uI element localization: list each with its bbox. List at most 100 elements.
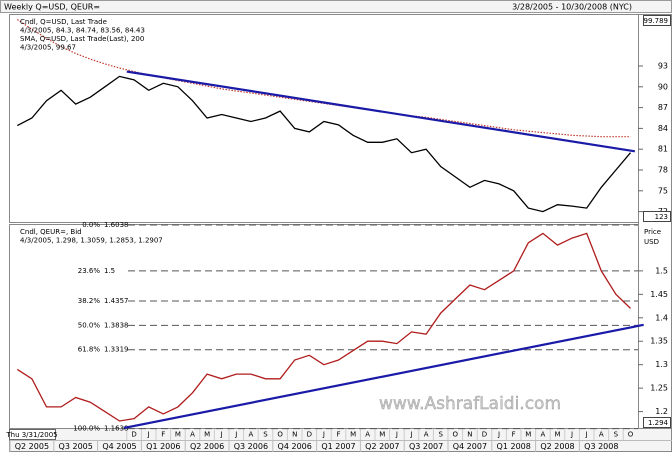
fib-pct: 61.8% xyxy=(78,346,101,354)
y-tick-label: 1.2 xyxy=(655,407,668,416)
chart-title: Weekly Q=USD, QEUR= xyxy=(4,3,100,12)
month-label: M xyxy=(175,431,181,439)
quarter-label: Q4 2007 xyxy=(453,442,487,451)
quarter-label: Q3 2007 xyxy=(409,442,443,451)
month-label: J xyxy=(322,431,325,439)
quarter-label: Q3 2006 xyxy=(234,442,268,451)
fib-value: 1.5 xyxy=(104,267,115,275)
legend-line: Cndl, QEUR=, Bid xyxy=(20,228,82,236)
month-label: J xyxy=(497,431,500,439)
value-box-label: 99.789 xyxy=(644,17,669,25)
trendline xyxy=(123,323,644,430)
axis-header: USD xyxy=(644,238,659,246)
month-label: S xyxy=(614,431,619,439)
date-box-label: Thu 3/31/2005 xyxy=(5,431,57,439)
y-tick-label: 1.25 xyxy=(650,384,668,393)
month-label: A xyxy=(249,431,254,439)
fib-pct: 50.0% xyxy=(78,321,101,329)
legend-line: Cndl, Q=USD, Last Trade xyxy=(20,18,107,26)
y-tick-label: 1.45 xyxy=(650,290,668,299)
month-label: O xyxy=(453,431,459,439)
fib-value: 1.3319 xyxy=(104,346,129,354)
month-label: J xyxy=(395,431,398,439)
fib-pct: 38.2% xyxy=(78,297,101,305)
month-label: D xyxy=(307,431,312,439)
month-label: A xyxy=(541,431,546,439)
fib-value: 1.3838 xyxy=(104,321,129,329)
quarter-label: Q1 2008 xyxy=(497,442,531,451)
month-label: N xyxy=(292,431,297,439)
month-label: M xyxy=(350,431,356,439)
month-label: F xyxy=(512,431,516,439)
price-line xyxy=(16,232,631,422)
month-label: J xyxy=(147,431,150,439)
date-box xyxy=(9,429,56,440)
month-label: M xyxy=(204,431,210,439)
quarter-label: Q1 2006 xyxy=(146,442,180,451)
quarter-label: Q3 2005 xyxy=(59,442,93,451)
month-label: D xyxy=(131,431,136,439)
quarter-label: Q1 2007 xyxy=(321,442,355,451)
y-tick-label: 75 xyxy=(658,186,668,195)
quarter-label: Q4 2005 xyxy=(102,442,136,451)
y-tick-label: 1.4 xyxy=(655,313,668,322)
month-label: J xyxy=(585,431,588,439)
quarter-label: Q2 2007 xyxy=(365,442,399,451)
month-label: A xyxy=(190,431,195,439)
fib-value: 1.6038 xyxy=(104,221,129,229)
date-range: 3/28/2005 - 10/30/2008 (NYC) xyxy=(512,3,632,12)
y-tick-label: 90 xyxy=(658,82,668,91)
month-label: D xyxy=(482,431,487,439)
quarter-label: Q4 2006 xyxy=(278,442,312,451)
quarter-label: Q2 2008 xyxy=(540,442,574,451)
fib-value: 1.1638 xyxy=(104,425,129,433)
legend-line: SMA, Q=USD, Last Trade(Last), 200 xyxy=(20,35,144,43)
month-label: S xyxy=(263,431,268,439)
month-label: S xyxy=(438,431,443,439)
value-box-label: 1.294 xyxy=(648,419,669,427)
fib-pct: 0.0% xyxy=(82,221,100,229)
y-tick-label: 1.3 xyxy=(655,360,668,369)
month-label: N xyxy=(467,431,472,439)
value-box xyxy=(643,211,671,222)
quarter-label: Q3 2008 xyxy=(584,442,618,451)
y-tick-label: 81 xyxy=(658,145,668,154)
month-label: O xyxy=(628,431,634,439)
month-label: F xyxy=(161,431,165,439)
fib-pct: 23.6% xyxy=(78,267,101,275)
quarter-label: Q2 2005 xyxy=(15,442,49,451)
month-label: M xyxy=(525,431,531,439)
fib-pct: 100.0% xyxy=(73,425,100,433)
value-box xyxy=(643,417,671,428)
y-tick-label: 93 xyxy=(658,62,668,71)
month-label: J xyxy=(220,431,223,439)
y-tick-label: 1.5 xyxy=(655,266,668,275)
month-label: M xyxy=(554,431,560,439)
month-label: J xyxy=(570,431,573,439)
watermark: www.AshrafLaidi.com xyxy=(379,394,561,414)
y-tick-label: 87 xyxy=(658,103,668,112)
month-label: F xyxy=(336,431,340,439)
legend-line: 4/3/2005, 1.298, 1.3059, 1.2853, 1.2907 xyxy=(20,237,163,245)
y-tick-label: 78 xyxy=(658,166,668,175)
axis-header: Price xyxy=(644,228,661,236)
fib-value: 1.4357 xyxy=(104,297,129,305)
legend-line: 4/3/2005, 84.3, 84.74, 83.56, 84.43 xyxy=(20,27,145,35)
value-box xyxy=(643,15,671,26)
month-label: A xyxy=(599,431,604,439)
month-label: J xyxy=(409,431,412,439)
month-label: A xyxy=(365,431,370,439)
trendline xyxy=(126,70,636,153)
y-tick-label: 84 xyxy=(658,124,668,133)
month-label: J xyxy=(234,431,237,439)
month-label: A xyxy=(424,431,429,439)
value-box-label: 123 xyxy=(655,213,668,221)
legend-line: 4/3/2005, 99.67 xyxy=(20,44,76,52)
y-tick-label: 1.35 xyxy=(650,337,668,346)
price-line xyxy=(16,75,631,213)
month-label: M xyxy=(379,431,385,439)
month-label: O xyxy=(277,431,283,439)
quarter-label: Q2 2006 xyxy=(190,442,224,451)
